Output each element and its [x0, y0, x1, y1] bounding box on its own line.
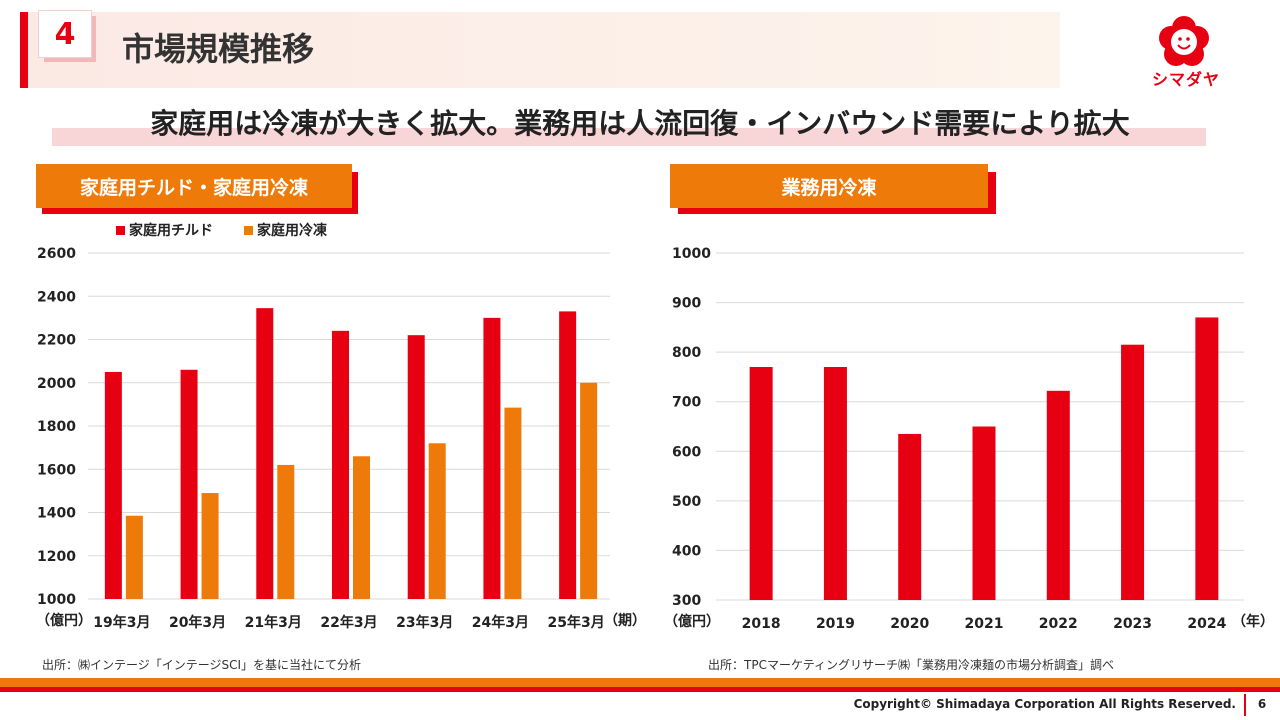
x-tick-label: 2018 — [742, 616, 781, 632]
x-tick-label: 22年3月 — [320, 614, 377, 631]
legend-label: 家庭用チルド — [129, 222, 213, 239]
y-tick-label: 600 — [672, 444, 701, 460]
bar-家庭用冷凍-19年3月 — [125, 515, 143, 599]
y-tick-label: 1400 — [37, 506, 76, 522]
x-tick-label: 2020 — [890, 616, 929, 632]
section-number: 4 — [38, 10, 92, 58]
page-separator — [1244, 694, 1246, 716]
y-tick-label: 500 — [672, 494, 701, 510]
bar-value-2024 — [1195, 317, 1219, 600]
y-tick-label: 1000 — [37, 592, 76, 608]
x-tick-label: 2022 — [1039, 616, 1078, 632]
legend-swatch — [116, 226, 125, 235]
x-tick-label: 23年3月 — [396, 614, 453, 631]
bar-家庭用冷凍-21年3月 — [277, 464, 295, 599]
x-tick-label: 2021 — [965, 616, 1004, 632]
y-unit-label: （億円） — [36, 612, 92, 629]
x-tick-label: 25年3月 — [548, 614, 605, 631]
shimadaya-logo-icon — [1159, 16, 1209, 66]
header-bar — [20, 12, 1060, 88]
bar-value-2022 — [1046, 390, 1070, 600]
y-tick-label: 300 — [672, 593, 701, 609]
left-chart-tag: 家庭用チルド・家庭用冷凍 — [36, 164, 352, 208]
y-tick-label: 2400 — [37, 289, 76, 305]
y-tick-label: 1200 — [37, 549, 76, 565]
y-tick-label: 400 — [672, 543, 701, 559]
footer-band-orange — [0, 678, 1280, 687]
page-title: 市場規模推移 — [122, 30, 315, 68]
x-tick-label: 20年3月 — [169, 614, 226, 631]
bar-家庭用チルド-24年3月 — [483, 317, 501, 599]
y-tick-label: 1600 — [37, 462, 76, 478]
legend-swatch — [244, 226, 253, 235]
x-tick-label: 2024 — [1187, 616, 1226, 632]
y-tick-label: 2200 — [37, 333, 76, 349]
right-chart-tag: 業務用冷凍 — [670, 164, 988, 208]
header-accent — [20, 12, 28, 88]
subtitle-highlight — [52, 128, 1206, 146]
bar-家庭用チルド-22年3月 — [332, 330, 349, 599]
bar-value-2021 — [972, 426, 996, 600]
footer-band-red — [0, 687, 1280, 692]
y-tick-label: 2000 — [37, 376, 76, 392]
y-tick-label: 1800 — [37, 419, 76, 435]
y-unit-label: （億円） — [664, 613, 720, 630]
logo-text: シマダヤ — [1152, 70, 1221, 89]
bar-家庭用チルド-20年3月 — [180, 369, 198, 599]
x-tick-label: 19年3月 — [93, 614, 150, 631]
x-tick-label: 2023 — [1113, 616, 1152, 632]
y-tick-label: 1000 — [672, 246, 711, 262]
y-tick-label: 800 — [672, 345, 701, 361]
copyright: Copyright© Shimadaya Corporation All Rig… — [853, 697, 1236, 711]
bar-value-2020 — [898, 433, 922, 600]
bar-家庭用チルド-23年3月 — [407, 335, 425, 599]
bar-家庭用チルド-19年3月 — [104, 371, 122, 599]
bar-value-2018 — [749, 367, 773, 600]
bar-家庭用冷凍-25年3月 — [580, 382, 598, 599]
left-source-note: 出所：㈱インテージ「インテージSCI」を基に当社にて分析 — [42, 658, 362, 672]
x-tick-label: 21年3月 — [245, 614, 302, 631]
subtitle: 家庭用は冷凍が大きく拡大。業務用は人流回復・インバウンド需要により拡大 — [150, 107, 1130, 140]
right-source-note: 出所：TPCマーケティングリサーチ㈱「業務用冷凍麺の市場分析調査」調べ — [708, 658, 1114, 672]
page-number: 6 — [1257, 697, 1267, 711]
bar-家庭用冷凍-22年3月 — [353, 456, 370, 599]
x-tick-label: 2019 — [816, 616, 855, 632]
bar-家庭用冷凍-24年3月 — [504, 407, 522, 599]
y-tick-label: 700 — [672, 395, 701, 411]
y-tick-label: 900 — [672, 296, 701, 312]
bar-value-2019 — [823, 367, 847, 600]
legend-label: 家庭用冷凍 — [257, 222, 328, 239]
bar-家庭用冷凍-23年3月 — [428, 443, 446, 599]
bar-家庭用チルド-21年3月 — [256, 308, 274, 599]
x-tick-label: 24年3月 — [472, 614, 529, 631]
x-unit-label: （期） — [604, 613, 646, 629]
x-unit-label: （年） — [1232, 613, 1274, 630]
bar-value-2023 — [1121, 344, 1145, 600]
bar-家庭用チルド-25年3月 — [559, 311, 577, 599]
y-tick-label: 2600 — [37, 246, 76, 262]
bar-家庭用冷凍-20年3月 — [201, 493, 219, 599]
